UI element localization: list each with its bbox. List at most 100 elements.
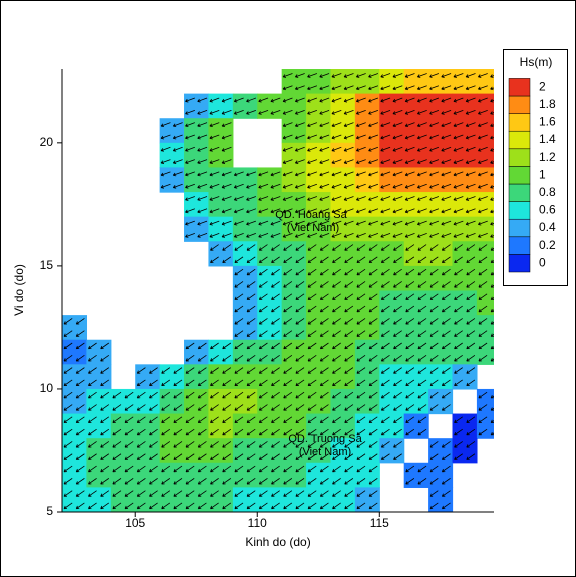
arrow bbox=[234, 428, 244, 436]
arrow bbox=[441, 220, 452, 226]
arrow bbox=[258, 208, 269, 214]
arrow bbox=[161, 453, 171, 460]
arrow bbox=[63, 367, 73, 374]
arrow bbox=[222, 354, 232, 362]
hs-cell bbox=[208, 216, 234, 242]
arrow bbox=[368, 367, 378, 374]
arrow bbox=[380, 256, 390, 264]
arrow bbox=[344, 391, 354, 399]
arrow bbox=[441, 97, 452, 103]
arrow bbox=[343, 146, 354, 152]
arrow bbox=[344, 416, 354, 423]
hs-cell bbox=[403, 118, 429, 144]
arrow bbox=[294, 233, 305, 238]
arrow bbox=[404, 134, 415, 140]
arrow bbox=[478, 146, 488, 152]
arrow bbox=[88, 441, 97, 448]
arrow bbox=[368, 416, 378, 423]
arrow bbox=[222, 256, 232, 264]
arrow bbox=[172, 122, 183, 128]
arrow bbox=[368, 428, 378, 436]
arrow bbox=[283, 268, 293, 276]
arrow bbox=[283, 367, 293, 374]
arrow bbox=[417, 428, 427, 436]
arrow bbox=[368, 453, 378, 460]
arrow bbox=[441, 208, 452, 214]
arrow bbox=[466, 244, 476, 251]
arrow bbox=[234, 453, 244, 460]
hs-cell bbox=[257, 167, 283, 193]
arrow bbox=[294, 134, 305, 140]
arrow bbox=[429, 220, 440, 226]
arrow bbox=[429, 244, 439, 251]
arrow bbox=[246, 171, 256, 177]
arrow bbox=[295, 490, 305, 497]
arrow bbox=[441, 342, 451, 350]
arrow bbox=[454, 268, 463, 276]
arrow bbox=[343, 233, 354, 238]
arrow bbox=[185, 465, 195, 473]
arrow bbox=[246, 428, 256, 436]
arrow bbox=[112, 490, 122, 497]
arrow bbox=[221, 196, 232, 201]
arrow bbox=[258, 428, 268, 436]
arrow bbox=[429, 404, 439, 411]
arrow bbox=[63, 453, 73, 460]
arrow bbox=[465, 208, 476, 214]
arrow bbox=[161, 416, 171, 423]
arrow bbox=[429, 159, 440, 164]
arrow bbox=[368, 342, 378, 350]
arrow bbox=[307, 404, 317, 411]
arrow bbox=[75, 502, 85, 510]
arrow bbox=[393, 441, 402, 448]
arrow bbox=[332, 354, 341, 362]
arrow bbox=[295, 318, 305, 325]
arrow bbox=[441, 404, 451, 411]
arrow bbox=[344, 478, 354, 485]
arrow bbox=[368, 330, 378, 337]
arrow bbox=[161, 404, 171, 411]
arrow bbox=[307, 244, 317, 251]
arrow bbox=[380, 318, 390, 325]
arrow bbox=[380, 97, 391, 103]
arrow bbox=[63, 318, 73, 325]
arrow bbox=[405, 379, 415, 387]
arrow bbox=[136, 441, 146, 448]
arrow bbox=[271, 256, 280, 264]
arrow bbox=[343, 85, 354, 91]
arrow bbox=[210, 502, 219, 510]
arrow bbox=[355, 134, 366, 140]
arrow bbox=[209, 134, 220, 140]
arrow bbox=[258, 293, 268, 300]
arrow bbox=[270, 233, 281, 238]
arrow bbox=[307, 453, 317, 460]
arrow bbox=[295, 330, 305, 337]
arrow bbox=[478, 281, 488, 288]
arrow bbox=[258, 465, 268, 473]
arrow bbox=[294, 183, 305, 189]
arrow bbox=[270, 220, 281, 226]
arrow bbox=[307, 502, 317, 510]
arrow bbox=[307, 441, 317, 448]
arrow bbox=[160, 146, 171, 152]
arrow bbox=[417, 391, 427, 399]
arrow bbox=[185, 354, 195, 362]
colorbar-label: 0.4 bbox=[539, 220, 556, 234]
arrow bbox=[429, 256, 439, 264]
arrow bbox=[405, 256, 415, 264]
arrow bbox=[417, 318, 427, 325]
arrow bbox=[88, 465, 97, 473]
y-tick-label: 10 bbox=[40, 381, 54, 395]
arrow bbox=[368, 305, 378, 313]
arrow bbox=[271, 379, 280, 387]
arrow bbox=[197, 146, 208, 152]
arrow bbox=[221, 122, 232, 128]
arrow bbox=[368, 171, 379, 177]
arrow bbox=[331, 134, 342, 140]
arrow bbox=[283, 416, 293, 423]
arrow bbox=[454, 244, 463, 251]
arrow bbox=[319, 134, 330, 140]
arrow bbox=[307, 379, 317, 387]
arrow bbox=[234, 502, 244, 510]
arrow bbox=[478, 404, 488, 411]
